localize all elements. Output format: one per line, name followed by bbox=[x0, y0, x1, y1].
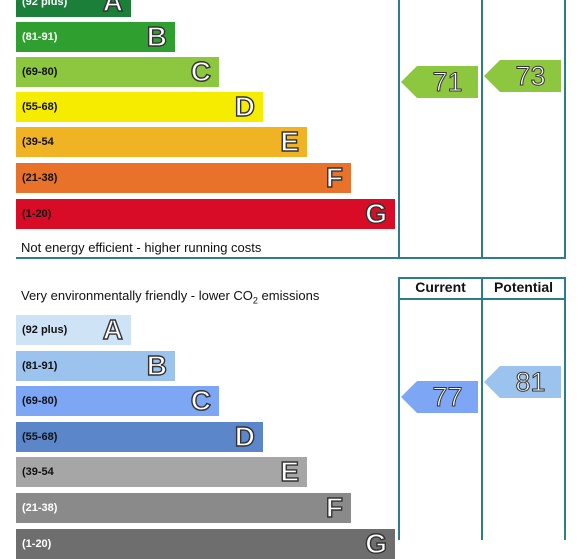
env-band-range: (55-68) bbox=[22, 431, 58, 443]
env-current-value: 77 bbox=[432, 382, 463, 413]
energy-divider-right bbox=[564, 0, 566, 258]
energy-band-c: (69-80) C bbox=[16, 56, 219, 87]
env-band-letter: G bbox=[365, 528, 388, 559]
env-potential-value: 81 bbox=[515, 367, 546, 398]
env-band-range: (92 plus) bbox=[22, 324, 68, 336]
energy-bottom-line bbox=[16, 257, 566, 259]
env-band-c: (69-80) C bbox=[16, 385, 219, 416]
env-band-letter: F bbox=[325, 492, 344, 523]
env-divider-left bbox=[398, 277, 400, 540]
env-band-d: (55-68) D bbox=[16, 421, 263, 452]
env-top-caption: Very environmentally friendly - lower CO… bbox=[21, 288, 319, 306]
energy-band-letter: B bbox=[146, 21, 168, 52]
env-band-range: (21-38) bbox=[22, 502, 58, 514]
energy-band-letter: F bbox=[325, 162, 344, 193]
energy-band-range: (69-80) bbox=[22, 66, 58, 78]
current-column-header: Current bbox=[415, 279, 466, 295]
env-band-letter: D bbox=[234, 421, 256, 452]
env-band-range: (81-91) bbox=[22, 360, 58, 372]
energy-potential-value: 73 bbox=[515, 61, 546, 92]
energy-band-f: (21-38) F bbox=[16, 162, 351, 193]
env-band-range: (39-54 bbox=[22, 466, 54, 478]
energy-band-letter: E bbox=[280, 126, 300, 157]
env-divider-right bbox=[564, 277, 566, 540]
energy-band-range: (92 plus) bbox=[22, 0, 68, 8]
env-band-letter: C bbox=[190, 385, 212, 416]
env-current-arrow: 77 bbox=[401, 381, 478, 413]
env-divider-mid bbox=[481, 277, 483, 540]
energy-footer-caption: Not energy efficient - higher running co… bbox=[21, 240, 262, 255]
energy-band-e: (39-54 E bbox=[16, 126, 307, 157]
env-band-letter: B bbox=[146, 350, 168, 381]
energy-band-letter: C bbox=[190, 56, 212, 87]
energy-band-a: (92 plus) A bbox=[16, 0, 131, 17]
env-band-g: (1-20) G bbox=[16, 528, 395, 559]
env-potential-arrow-shape bbox=[484, 366, 561, 398]
energy-band-range: (1-20) bbox=[22, 208, 52, 220]
energy-current-value: 71 bbox=[432, 67, 463, 98]
env-band-b: (81-91) B bbox=[16, 350, 175, 381]
env-band-e: (39-54 E bbox=[16, 456, 307, 487]
env-caption-suffix: emissions bbox=[257, 288, 320, 303]
env-caption-text: Very environmentally friendly - lower CO bbox=[21, 288, 253, 303]
energy-current-arrow-shape bbox=[401, 66, 478, 98]
energy-band-range: (39-54 bbox=[22, 136, 54, 148]
energy-potential-arrow: 73 bbox=[484, 60, 561, 92]
energy-band-range: (81-91) bbox=[22, 31, 58, 43]
energy-current-arrow: 71 bbox=[401, 66, 478, 98]
energy-band-g: (1-20) G bbox=[16, 198, 395, 229]
energy-divider-mid bbox=[481, 0, 483, 258]
env-band-a: (92 plus) A bbox=[16, 314, 131, 345]
energy-band-letter: G bbox=[365, 198, 388, 229]
energy-band-range: (55-68) bbox=[22, 101, 58, 113]
potential-column-header: Potential bbox=[493, 279, 554, 295]
env-band-range: (69-80) bbox=[22, 395, 58, 407]
env-potential-arrow: 81 bbox=[484, 366, 561, 398]
energy-band-letter: D bbox=[234, 91, 256, 122]
env-band-f: (21-38) F bbox=[16, 492, 351, 523]
energy-band-range: (21-38) bbox=[22, 172, 58, 184]
energy-potential-arrow-shape bbox=[484, 60, 561, 92]
energy-divider-left bbox=[398, 0, 400, 258]
energy-band-letter: A bbox=[102, 0, 124, 17]
env-band-letter: E bbox=[280, 456, 300, 487]
env-current-arrow-shape bbox=[401, 381, 478, 413]
env-band-letter: A bbox=[102, 314, 124, 345]
env-caption-subscript: 2 bbox=[252, 295, 258, 306]
energy-band-d: (55-68) D bbox=[16, 91, 263, 122]
energy-band-b: (81-91) B bbox=[16, 21, 175, 52]
